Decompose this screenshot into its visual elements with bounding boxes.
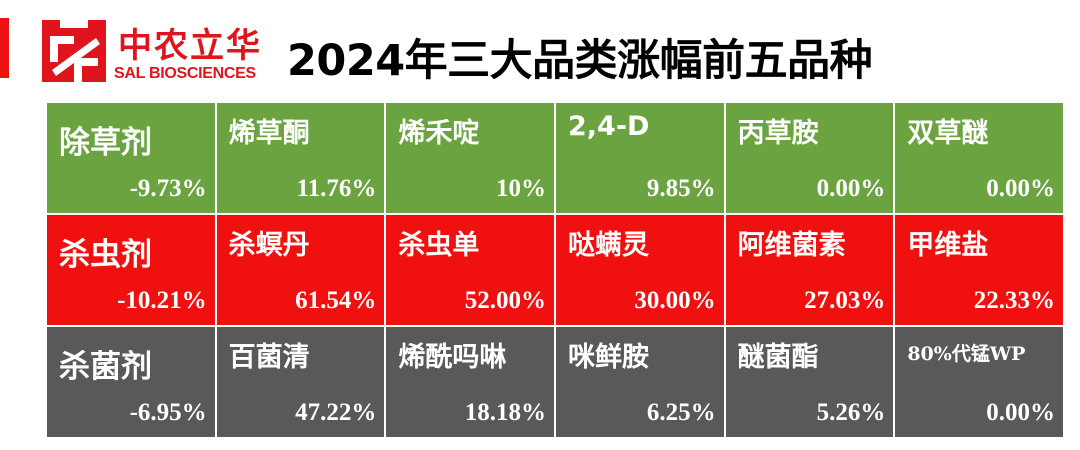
price-change-table: 除草剂 -9.73% 烯草酮 11.76% 烯禾啶 10% 2,4-D 9.85… [47,103,1063,437]
product-change: 0.00% [986,175,1055,202]
product-cell: 双草醚 0.00% [895,103,1063,213]
product-name: 烯酰吗啉 [398,342,507,373]
product-name: 烯草酮 [228,118,310,149]
product-change: 30.00% [634,287,716,314]
product-change: 52.00% [464,287,546,314]
product-cell: 咪鲜胺 6.25% [556,327,724,437]
category-cell-herbicide: 除草剂 -9.73% [47,103,215,213]
product-name: 杀螟丹 [228,230,310,261]
logo-chinese-text: 中农立华 [118,26,262,66]
product-name: 杀虫单 [398,230,480,261]
product-name: 阿维菌素 [737,230,846,261]
product-change: 5.26% [816,399,886,426]
product-name: 甲维盐 [907,230,989,261]
product-change: 22.33% [973,287,1055,314]
category-change: -6.95% [129,399,207,426]
product-name: 咪鲜胺 [568,342,649,373]
product-cell: 80%代锰WP 0.00% [895,327,1063,437]
product-cell: 杀螟丹 61.54% [216,215,385,325]
product-cell: 烯草酮 11.76% [216,103,385,213]
product-change: 18.18% [464,399,546,426]
product-cell: 2,4-D 9.85% [556,103,724,213]
logo-mark-icon [42,20,106,82]
category-name: 除草剂 [59,125,152,161]
category-change: -10.21% [117,287,207,314]
product-cell: 丙草胺 0.00% [725,103,894,213]
product-cell: 烯酰吗啉 18.18% [386,327,554,437]
company-logo: 中农立华 SAL BIOSCIENCES [30,10,280,90]
product-name: 百菌清 [228,342,310,373]
product-change: 11.76% [296,175,377,202]
category-name: 杀虫剂 [59,237,152,273]
category-cell-fungicide: 杀菌剂 -6.95% [47,327,215,437]
product-change: 0.00% [986,399,1055,426]
product-change: 61.54% [295,287,377,314]
product-name: 丙草胺 [737,118,819,149]
product-name: 2,4-D [568,111,650,142]
product-change: 0.00% [816,175,886,202]
product-cell: 百菌清 47.22% [216,327,385,437]
category-cell-insecticide: 杀虫剂 -10.21% [47,215,215,325]
product-cell: 醚菌酯 5.26% [725,327,894,437]
product-cell: 阿维菌素 27.03% [725,215,894,325]
product-cell: 杀虫单 52.00% [386,215,554,325]
product-change: 9.85% [646,175,716,202]
product-name: 醚菌酯 [737,342,819,373]
product-name: 80%代锰WP [907,343,1026,365]
accent-bar [0,18,9,78]
product-change: 47.22% [295,399,377,426]
product-change: 27.03% [804,287,886,314]
product-change: 10% [496,175,546,202]
product-change: 6.25% [646,399,716,426]
product-name: 双草醚 [907,118,989,149]
product-cell: 烯禾啶 10% [386,103,554,213]
product-cell: 哒螨灵 30.00% [556,215,724,325]
product-name: 烯禾啶 [398,118,480,149]
category-name: 杀菌剂 [59,349,152,385]
product-name: 哒螨灵 [568,230,649,261]
logo-english-text: SAL BIOSCIENCES [114,65,256,82]
product-cell: 甲维盐 22.33% [895,215,1063,325]
page-title: 2024年三大品类涨幅前五品种 [287,36,873,86]
category-change: -9.73% [129,175,207,202]
